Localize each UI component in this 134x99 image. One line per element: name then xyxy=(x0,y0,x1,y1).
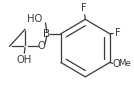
Text: O: O xyxy=(38,41,46,51)
Text: F: F xyxy=(115,28,121,38)
Text: B: B xyxy=(43,29,50,39)
Text: F: F xyxy=(81,3,87,13)
Text: HO: HO xyxy=(27,14,42,24)
Text: Me: Me xyxy=(118,59,131,68)
Text: O: O xyxy=(113,59,121,69)
Text: OH: OH xyxy=(16,55,31,65)
